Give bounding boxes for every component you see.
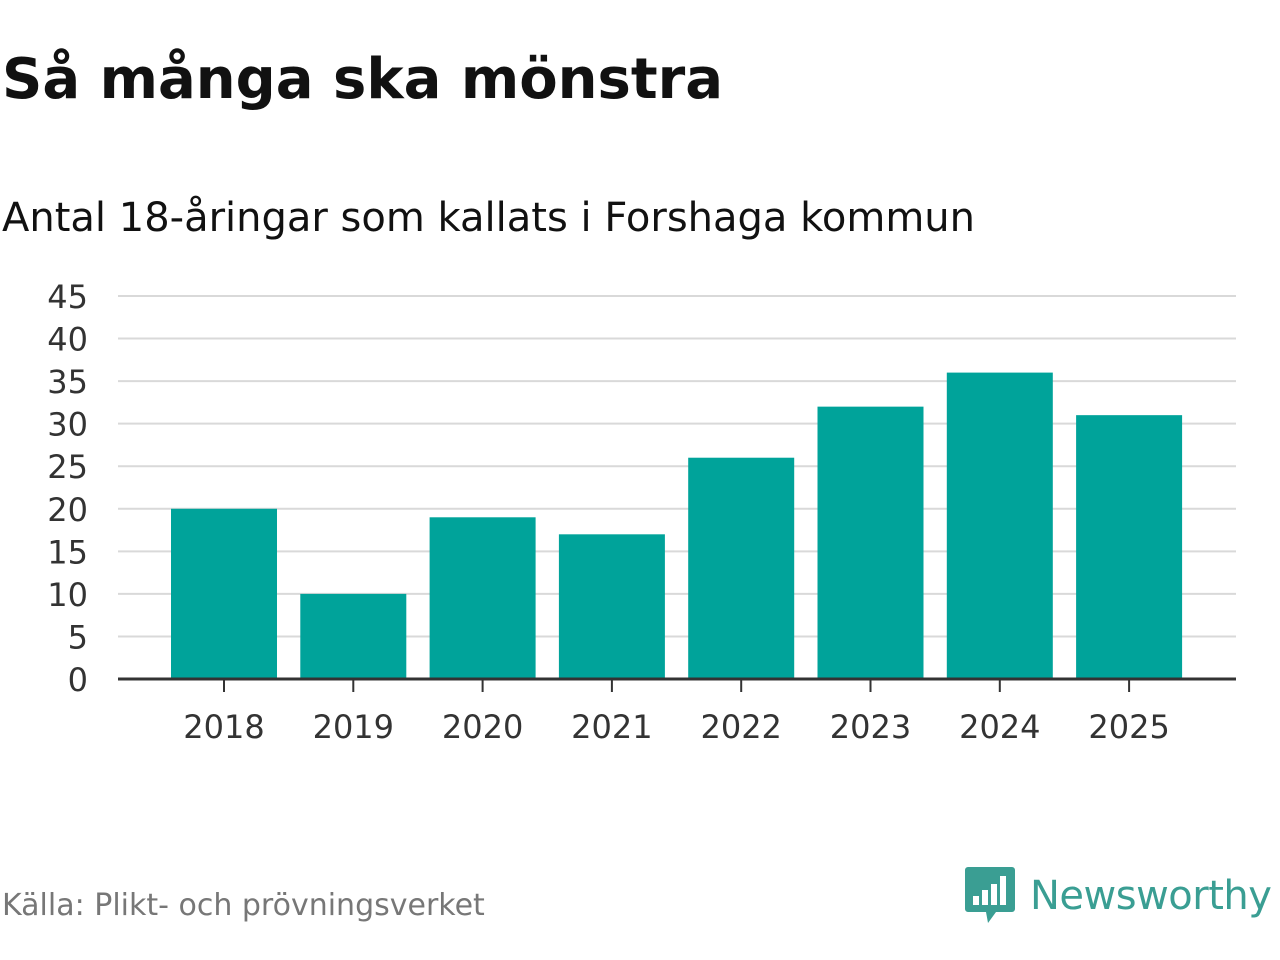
x-tick-label-2018: 2018 — [183, 708, 264, 746]
chart-title: Så många ska mönstra — [2, 47, 724, 112]
bar-2019 — [300, 593, 407, 679]
brand-name: Newsworthy — [1030, 873, 1272, 919]
newsworthy-logo-icon — [965, 867, 1015, 923]
y-tick-label-25: 25 — [47, 448, 88, 486]
x-axis: 2018 2019 2020 2021 2022 2023 2024 2025 — [118, 677, 1236, 746]
x-tick-label-2021: 2021 — [571, 708, 652, 746]
bar-2024 — [946, 372, 1053, 679]
y-tick-label-0: 0 — [68, 661, 88, 699]
bar-2018 — [171, 508, 277, 679]
x-tick-label-2024: 2024 — [959, 708, 1040, 746]
y-tick-label-35: 35 — [47, 363, 88, 401]
x-tick-label-2022: 2022 — [700, 708, 781, 746]
bar-2020 — [429, 517, 536, 679]
bar-2023 — [817, 406, 924, 679]
source-note: Källa: Plikt- och prövningsverket — [2, 888, 485, 923]
y-tick-label-10: 10 — [47, 576, 88, 614]
y-tick-label-40: 40 — [47, 321, 88, 359]
bar-2021 — [558, 534, 665, 679]
bar-2022 — [688, 457, 795, 679]
y-tick-label-5: 5 — [68, 618, 88, 656]
gridlines — [118, 295, 1236, 638]
y-axis-labels: 0 5 10 15 20 25 30 35 40 45 — [47, 278, 88, 699]
x-tick-label-2023: 2023 — [830, 708, 911, 746]
bars — [171, 372, 1183, 679]
newsworthy-logo: Newsworthy — [964, 864, 1272, 928]
x-tick-label-2019: 2019 — [313, 708, 394, 746]
y-tick-label-45: 45 — [47, 278, 88, 316]
x-tick-label-2025: 2025 — [1088, 708, 1169, 746]
x-tick-label-2020: 2020 — [442, 708, 523, 746]
y-tick-label-20: 20 — [47, 491, 88, 529]
chart-subtitle: Antal 18-åringar som kallats i Forshaga … — [2, 195, 975, 241]
y-tick-label-30: 30 — [47, 406, 88, 444]
bar-2025 — [1076, 415, 1183, 679]
y-tick-label-15: 15 — [47, 533, 88, 571]
